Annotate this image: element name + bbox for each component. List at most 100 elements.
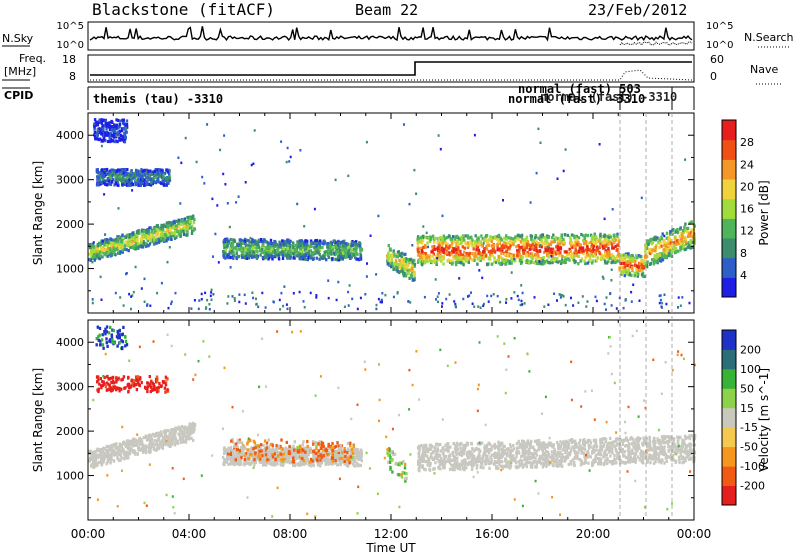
power-cell <box>206 123 208 126</box>
power-cell <box>659 302 661 305</box>
power-cell <box>424 296 426 299</box>
y-tick-label: 3000 <box>56 174 84 187</box>
power-cell <box>118 136 120 139</box>
power-cell <box>681 240 683 243</box>
power-cell <box>485 255 487 258</box>
power-cell <box>596 300 598 303</box>
power-cell <box>263 239 265 242</box>
power-cell <box>471 258 473 261</box>
power-cell <box>333 240 335 243</box>
velocity-cell <box>93 464 95 467</box>
power-cell <box>144 278 146 281</box>
power-cell <box>317 251 319 254</box>
power-cell <box>445 298 447 301</box>
power-cell <box>396 262 398 265</box>
power-cell <box>390 266 392 269</box>
power-cell <box>151 173 153 176</box>
power-cell <box>503 245 505 248</box>
power-cell <box>176 230 178 233</box>
power-cell <box>682 245 684 248</box>
power-cell <box>280 292 282 295</box>
velocity-cell <box>145 446 147 449</box>
power-cell <box>491 263 493 266</box>
power-cell <box>635 268 637 271</box>
power-cell <box>582 295 584 298</box>
power-cell <box>686 227 688 230</box>
power-cell <box>685 237 687 240</box>
velocity-cell <box>133 449 135 452</box>
power-cell <box>219 149 221 152</box>
power-cell <box>587 262 589 265</box>
velocity-cell <box>184 426 186 429</box>
nsearch-label: N.Search <box>744 31 794 44</box>
power-cell <box>663 235 665 238</box>
y-tick-label: 4000 <box>56 129 84 142</box>
power-cell <box>303 225 305 228</box>
power-cell <box>162 228 164 231</box>
power-cell <box>415 193 417 196</box>
power-cell <box>167 225 169 228</box>
power-cell <box>218 261 220 264</box>
power-cell <box>91 261 93 264</box>
power-cell <box>393 262 395 265</box>
power-cell <box>348 249 350 252</box>
power-cell <box>559 260 561 263</box>
power-cell <box>557 178 559 181</box>
power-cell <box>470 291 472 294</box>
power-cell <box>468 253 470 256</box>
power-cell <box>499 262 501 265</box>
power-cell <box>262 256 264 259</box>
power-cell <box>513 291 515 294</box>
power-cell <box>156 292 158 295</box>
power-cell <box>145 180 147 183</box>
power-cell <box>517 295 519 298</box>
power-cell <box>519 253 521 256</box>
power-cell <box>496 238 498 241</box>
power-cell <box>511 271 513 274</box>
power-cell <box>109 253 111 256</box>
power-cell <box>535 257 537 260</box>
power-cell <box>322 242 324 245</box>
power-cell <box>391 254 393 257</box>
power-cell <box>526 245 528 248</box>
power-cell <box>122 177 124 180</box>
power-cell <box>538 260 540 263</box>
velocity-cell <box>172 432 174 435</box>
power-cell <box>664 294 666 297</box>
power-cell <box>495 261 497 264</box>
velocity-cell <box>193 427 195 430</box>
power-cell <box>130 295 132 298</box>
power-cell <box>252 243 254 246</box>
power-cell <box>412 278 414 281</box>
power-cell <box>107 241 109 244</box>
power-cell <box>106 122 108 125</box>
power-cell <box>591 243 593 246</box>
power-cell <box>286 239 288 242</box>
power-cell <box>115 243 117 246</box>
power-cell <box>430 259 432 262</box>
power-cell <box>409 301 411 304</box>
velocity-cell <box>186 435 188 438</box>
power-cell <box>137 178 139 181</box>
power-cell <box>654 254 656 257</box>
power-cell <box>547 252 549 255</box>
power-cell <box>190 226 192 229</box>
power-cell <box>211 198 213 201</box>
velocity-cell <box>101 457 103 460</box>
power-cell <box>606 261 608 264</box>
power-cell <box>105 128 107 131</box>
velocity-cell <box>90 458 92 461</box>
power-cell <box>357 308 359 311</box>
power-cell <box>129 184 131 187</box>
power-cell <box>252 246 254 249</box>
power-cell <box>204 292 206 295</box>
power-cell <box>682 229 684 232</box>
power-cell <box>135 179 137 182</box>
power-cell <box>132 232 134 235</box>
power-cell <box>322 255 324 258</box>
power-cell <box>483 242 485 245</box>
power-cell <box>303 300 305 303</box>
power-cell <box>586 253 588 256</box>
power-cell <box>405 265 407 268</box>
power-cell <box>130 308 132 311</box>
